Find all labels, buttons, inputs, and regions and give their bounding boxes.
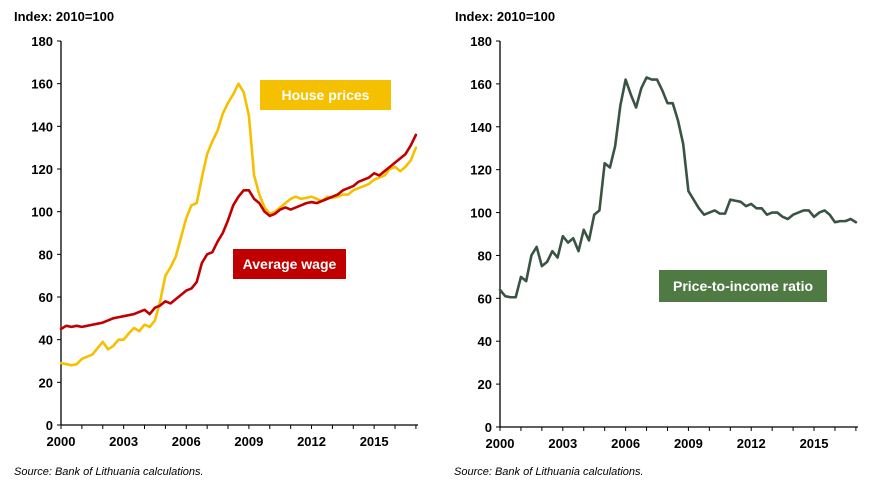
left-x-tick-label: 2009 — [234, 434, 263, 449]
left-x-tick-label: 2000 — [47, 434, 76, 449]
left-y-tick-label: 140 — [31, 119, 53, 134]
left-y-tick-label: 160 — [31, 77, 53, 92]
chart-price-to-income: Index: 2010=100 0 20 40 60 80 100 120 140 160 180… — [454, 9, 858, 478]
right-y-tick-label: 20 — [478, 377, 492, 392]
left-y-tick-label: 0 — [46, 418, 53, 433]
house-prices-label: House prices — [282, 87, 370, 103]
right-x-tick-label: 2012 — [737, 436, 766, 451]
right-x-tick-label: 2003 — [548, 436, 577, 451]
left-y-axis-title: Index: 2010=100 — [14, 9, 114, 24]
right-y-axis-title: Index: 2010=100 — [455, 9, 555, 24]
right-y-tick-label: 60 — [478, 291, 492, 306]
left-tick-labels: 0 20 40 60 80 100 120 140 160 180 2000 2003 2006 2009… — [31, 34, 388, 449]
price-to-income-ratio-line — [498, 76, 858, 299]
right-y-tick-label: 80 — [478, 248, 492, 263]
right-tick-labels: 0 20 40 60 80 100 120 140 160 180 2000 2003 2006 2009… — [470, 34, 828, 451]
left-y-tick-label: 80 — [39, 247, 53, 262]
left-y-tick-label: 100 — [31, 205, 53, 220]
right-x-tick-label: 2000 — [486, 436, 515, 451]
left-y-tick-label: 40 — [39, 333, 53, 348]
price-to-income-label: Price-to-income ratio — [673, 278, 813, 294]
left-x-tick-label: 2015 — [360, 434, 389, 449]
left-y-tick-label: 60 — [39, 290, 53, 305]
right-x-tick-label: 2006 — [611, 436, 640, 451]
right-series-lines — [498, 76, 858, 299]
right-x-tick-label: 2015 — [800, 436, 829, 451]
right-y-tick-label: 160 — [470, 77, 492, 92]
left-x-tick-label: 2003 — [109, 434, 138, 449]
right-y-tick-label: 0 — [485, 420, 492, 435]
left-x-tick-label: 2012 — [297, 434, 326, 449]
left-axes — [57, 40, 418, 429]
average-wage-line — [59, 133, 418, 331]
left-y-tick-label: 20 — [39, 375, 53, 390]
right-y-tick-label: 40 — [478, 334, 492, 349]
right-y-tick-label: 140 — [470, 120, 492, 135]
right-y-tick-label: 180 — [470, 34, 492, 49]
chart-house-prices-vs-wage: Index: 2010=100 0 20 40 60 80 100 120 140 160 180… — [14, 9, 418, 478]
left-series-lines — [59, 82, 418, 367]
average-wage-label: Average wage — [243, 256, 337, 272]
house-prices-label-box — [260, 80, 391, 110]
average-wage-label-box — [233, 249, 346, 279]
right-y-tick-label: 120 — [470, 163, 492, 178]
left-x-tick-label: 2006 — [172, 434, 201, 449]
right-x-tick-label: 2009 — [674, 436, 703, 451]
left-source-note: Source: Bank of Lithuania calculations. — [14, 466, 204, 478]
right-y-tick-label: 100 — [470, 206, 492, 221]
right-source-note: Source: Bank of Lithuania calculations. — [454, 466, 644, 478]
left-y-tick-label: 120 — [31, 162, 53, 177]
left-y-tick-label: 180 — [31, 34, 53, 49]
price-to-income-label-box — [659, 270, 827, 302]
right-axes — [496, 40, 858, 431]
house-prices-line — [59, 82, 418, 367]
